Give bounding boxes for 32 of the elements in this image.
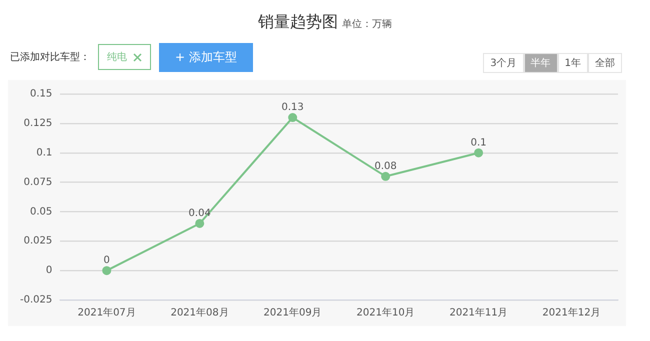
text: 纯电 xyxy=(98,44,151,70)
point xyxy=(381,172,390,181)
x-tick-label: 2021年08月 xyxy=(170,306,229,319)
y-tick-label: 0.1 xyxy=(36,147,52,158)
data-label: 0.13 xyxy=(282,102,304,114)
data-label: 0.08 xyxy=(374,160,397,172)
x-tick-label: 2021年11月 xyxy=(449,306,508,319)
x-tick-label: 2021年12月 xyxy=(542,306,601,319)
text: 已添加对比车型： xyxy=(10,50,90,64)
y-tick-label: 0.05 xyxy=(30,206,52,218)
y-tick-label: 0.025 xyxy=(24,236,52,247)
x-tick-label: 2021年10月 xyxy=(356,306,415,319)
y-tick-label: 0 xyxy=(46,265,52,276)
y-tick-label: 0.075 xyxy=(24,176,52,188)
point xyxy=(288,113,298,122)
text: + 添加车型 xyxy=(159,42,253,72)
point xyxy=(195,218,204,228)
point xyxy=(474,148,484,158)
text: 半年 xyxy=(524,53,558,73)
y-tick-label: 0.125 xyxy=(24,118,52,130)
y-tick-label: -0.025 xyxy=(20,294,52,306)
text: 全部 xyxy=(588,53,622,73)
chart-subtitle: 单位：万辆 xyxy=(342,19,392,30)
chart-title: 销量趋势图 xyxy=(258,12,338,31)
text: 1年 xyxy=(558,53,588,73)
x-tick-label: 2021年09月 xyxy=(264,306,322,319)
data-label: 0.1 xyxy=(470,137,487,148)
data-label: 0 xyxy=(104,255,110,266)
x-tick-label: 2021年07月 xyxy=(78,306,136,319)
y-tick-label: 0.15 xyxy=(30,88,52,100)
point xyxy=(102,266,112,276)
text: 3个月 xyxy=(483,53,524,73)
